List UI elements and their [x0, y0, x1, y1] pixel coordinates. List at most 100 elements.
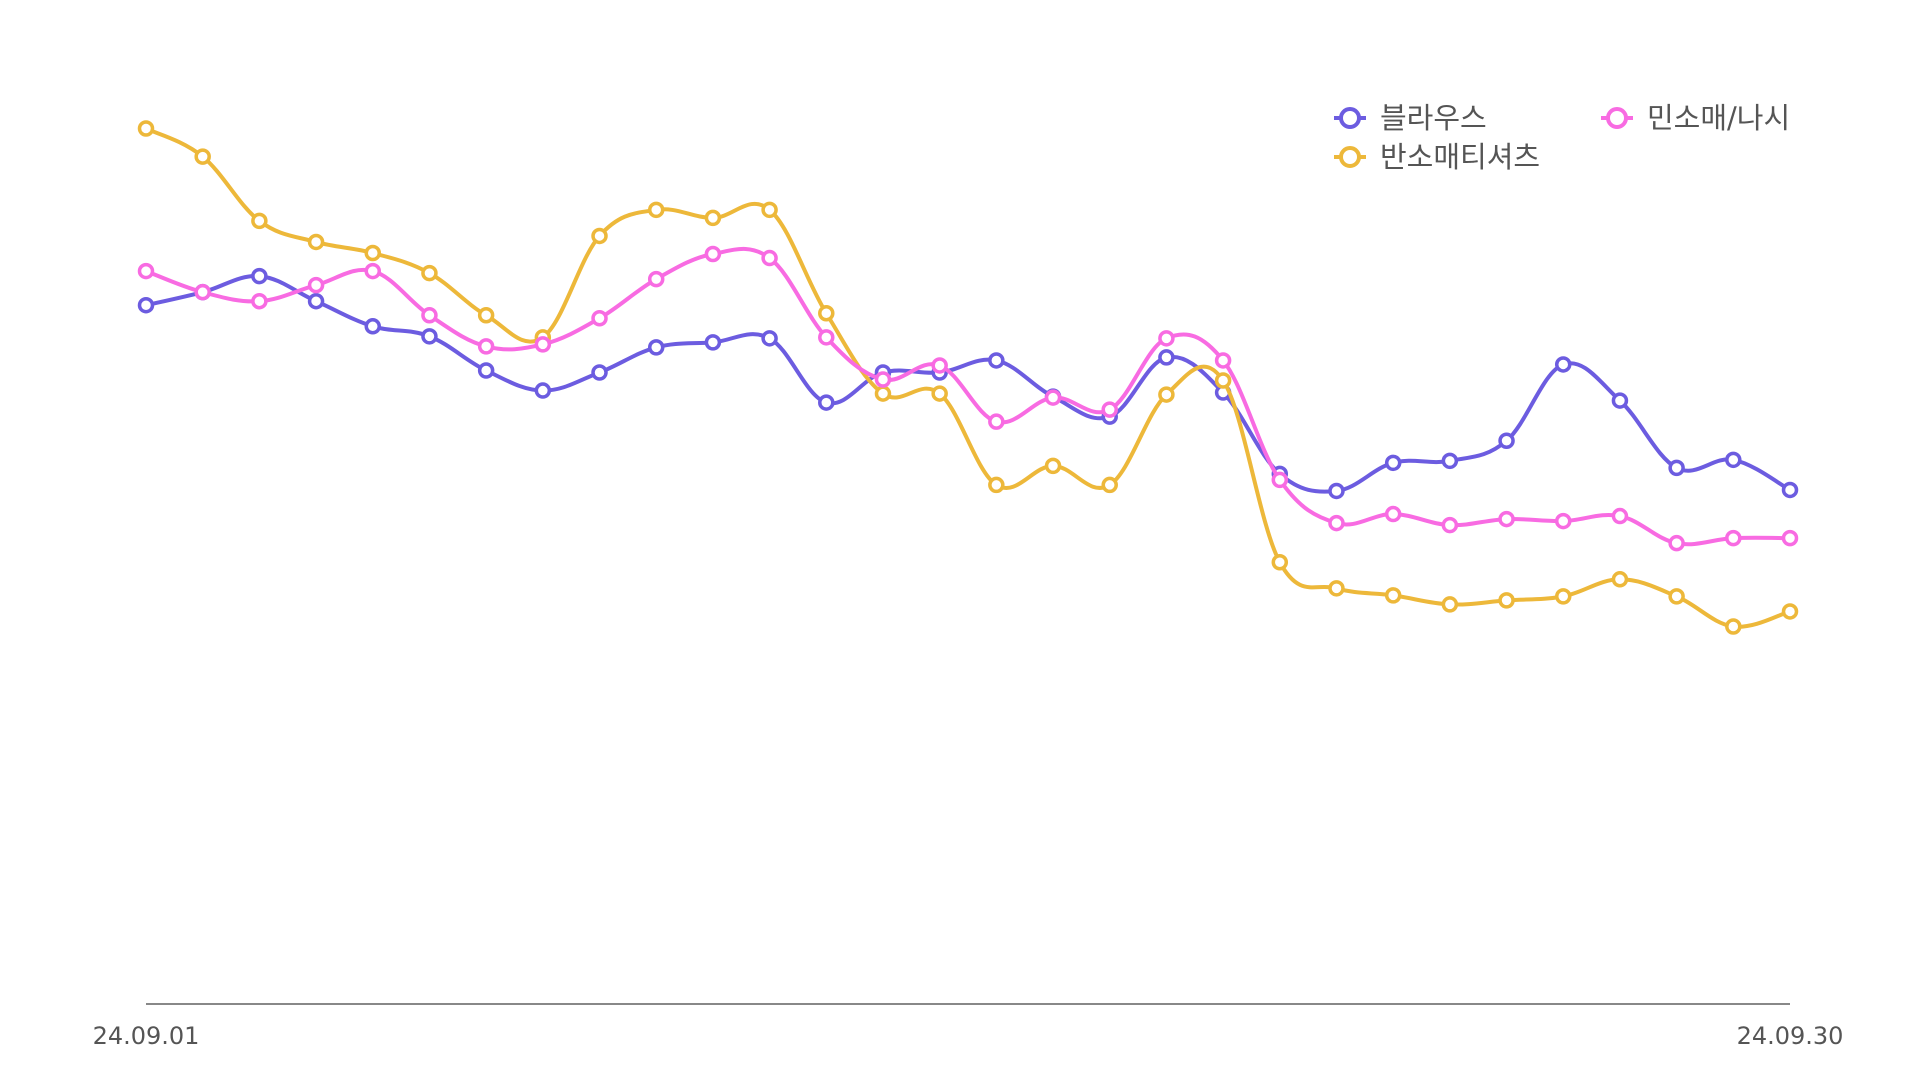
- data-point[interactable]: [307, 233, 325, 251]
- data-point[interactable]: [1158, 349, 1175, 366]
- data-point[interactable]: [1611, 571, 1629, 588]
- data-point[interactable]: [1101, 476, 1118, 494]
- data-point[interactable]: [1384, 454, 1402, 472]
- data-point[interactable]: [931, 385, 948, 402]
- series-layer: [137, 120, 1799, 635]
- data-point[interactable]: [1271, 553, 1289, 571]
- data-point[interactable]: [818, 305, 835, 322]
- data-point[interactable]: [251, 212, 268, 230]
- data-point[interactable]: [704, 245, 722, 263]
- data-point[interactable]: [1668, 459, 1685, 477]
- data-point[interactable]: [364, 262, 382, 280]
- data-point[interactable]: [1611, 507, 1629, 525]
- data-point[interactable]: [534, 336, 552, 353]
- legend-item[interactable]: 반소매티셔츠: [1334, 140, 1540, 174]
- data-point[interactable]: [1725, 618, 1742, 635]
- data-point[interactable]: [1441, 452, 1459, 470]
- data-point[interactable]: [1781, 529, 1799, 547]
- data-point[interactable]: [988, 413, 1005, 430]
- series-3-line: [144, 246, 1792, 547]
- legend-swatch-marker: [1606, 107, 1628, 129]
- data-point[interactable]: [1781, 481, 1799, 499]
- data-point[interactable]: [194, 148, 211, 165]
- data-point[interactable]: [988, 476, 1005, 494]
- data-point[interactable]: [988, 352, 1005, 369]
- data-point[interactable]: [761, 330, 778, 347]
- legend-item[interactable]: 블라우스: [1334, 101, 1487, 135]
- data-point[interactable]: [307, 292, 325, 310]
- data-point[interactable]: [251, 267, 268, 285]
- data-point[interactable]: [1441, 596, 1459, 613]
- data-point[interactable]: [1384, 587, 1402, 604]
- data-point[interactable]: [1044, 389, 1062, 406]
- data-point[interactable]: [761, 201, 778, 219]
- legend-label: 민소매/나시: [1647, 101, 1790, 135]
- data-point[interactable]: [307, 276, 325, 294]
- legend-item[interactable]: 민소매/나시: [1601, 101, 1790, 135]
- data-point[interactable]: [818, 394, 835, 411]
- series-2: [137, 120, 1799, 635]
- data-point[interactable]: [194, 283, 211, 301]
- series-2-line: [144, 126, 1792, 629]
- data-point[interactable]: [1214, 372, 1232, 389]
- data-point[interactable]: [874, 385, 892, 402]
- data-point[interactable]: [1101, 401, 1118, 418]
- data-point[interactable]: [1214, 352, 1232, 369]
- data-point[interactable]: [364, 318, 382, 335]
- data-point[interactable]: [421, 328, 438, 345]
- data-point[interactable]: [1725, 451, 1742, 469]
- data-point[interactable]: [1384, 505, 1402, 523]
- data-point[interactable]: [931, 357, 948, 374]
- data-point[interactable]: [1781, 603, 1799, 620]
- data-point[interactable]: [137, 262, 155, 280]
- data-point[interactable]: [1668, 534, 1685, 552]
- x-tick-label: 24.09.01: [93, 1022, 200, 1050]
- data-point[interactable]: [364, 244, 382, 262]
- data-point[interactable]: [1328, 580, 1345, 597]
- data-point[interactable]: [591, 227, 608, 245]
- data-point[interactable]: [1498, 592, 1515, 609]
- data-point[interactable]: [1725, 529, 1742, 547]
- data-point[interactable]: [1498, 432, 1515, 450]
- data-point[interactable]: [477, 307, 495, 324]
- data-point[interactable]: [1554, 588, 1572, 605]
- legend-swatch-marker: [1339, 107, 1361, 129]
- data-point[interactable]: [1441, 516, 1459, 534]
- data-point[interactable]: [1158, 330, 1175, 347]
- data-point[interactable]: [1328, 482, 1345, 500]
- data-point[interactable]: [591, 364, 608, 381]
- data-point[interactable]: [704, 209, 722, 227]
- legend-swatch-marker: [1339, 146, 1361, 168]
- data-point[interactable]: [251, 292, 268, 310]
- data-point[interactable]: [1498, 510, 1515, 528]
- data-point[interactable]: [761, 249, 778, 267]
- data-point[interactable]: [137, 296, 155, 314]
- legend-label: 블라우스: [1380, 101, 1487, 135]
- data-point[interactable]: [137, 120, 155, 137]
- data-point[interactable]: [1158, 386, 1175, 403]
- data-point[interactable]: [1271, 471, 1289, 489]
- data-point[interactable]: [591, 310, 608, 327]
- data-point[interactable]: [818, 329, 835, 346]
- data-point[interactable]: [421, 264, 438, 282]
- data-point[interactable]: [1611, 392, 1629, 409]
- data-point[interactable]: [1044, 457, 1062, 475]
- x-tick-label: 24.09.30: [1737, 1022, 1844, 1050]
- data-point[interactable]: [477, 338, 495, 355]
- data-point[interactable]: [647, 339, 665, 356]
- data-point[interactable]: [647, 270, 665, 288]
- data-point[interactable]: [704, 334, 722, 351]
- data-point[interactable]: [1328, 514, 1345, 532]
- data-point[interactable]: [534, 382, 552, 399]
- data-point[interactable]: [421, 307, 438, 324]
- legend-label: 반소매티셔츠: [1380, 140, 1540, 174]
- series-1: [137, 267, 1799, 500]
- data-point[interactable]: [1668, 588, 1685, 605]
- data-point[interactable]: [874, 371, 892, 388]
- data-point[interactable]: [1554, 356, 1572, 373]
- data-point[interactable]: [477, 362, 495, 379]
- data-point[interactable]: [647, 201, 665, 219]
- data-point[interactable]: [1554, 512, 1572, 530]
